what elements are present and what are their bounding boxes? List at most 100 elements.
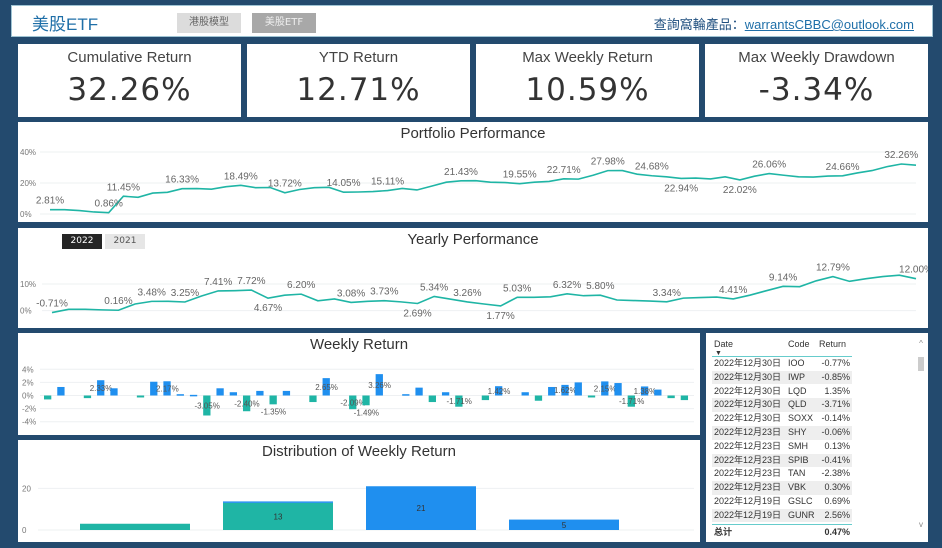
data-label: -1.49% bbox=[354, 408, 379, 417]
sort-desc-icon[interactable]: ▼ bbox=[715, 350, 722, 357]
table-row[interactable]: 2022年12月30日 SOXX -0.14% bbox=[712, 412, 852, 426]
table-row[interactable]: 2022年12月30日 IWP -0.85% bbox=[712, 370, 852, 385]
data-label: 3.34% bbox=[653, 288, 681, 299]
weekly-bar bbox=[256, 390, 264, 396]
data-label: -2.40% bbox=[234, 399, 259, 408]
table-row[interactable]: 2022年12月23日 SHY -0.06% bbox=[712, 426, 852, 440]
weekly-bar bbox=[282, 390, 291, 396]
kpi-label: Max Weekly Return bbox=[522, 49, 653, 66]
data-label: -3.05% bbox=[194, 401, 219, 410]
weekly-bar bbox=[548, 386, 556, 396]
weekly-bar bbox=[269, 395, 277, 405]
weekly-bar bbox=[362, 395, 370, 406]
return-cell: -3.71% bbox=[821, 399, 850, 410]
weekly-bar bbox=[216, 388, 224, 396]
data-label: 0.86% bbox=[95, 199, 123, 210]
kpi-max-weekly-return: Max Weekly Return 10.59% bbox=[476, 44, 699, 117]
weekly-bar bbox=[375, 374, 383, 396]
y-tick-label: -4% bbox=[22, 418, 36, 427]
tab-hk-model[interactable]: 港股模型 bbox=[177, 13, 241, 33]
column-header-return[interactable]: Return bbox=[818, 339, 846, 349]
data-label: 5.80% bbox=[586, 281, 614, 292]
column-header-code[interactable]: Code bbox=[788, 339, 810, 349]
weekly-bar bbox=[44, 395, 52, 400]
scroll-up-icon[interactable]: ^ bbox=[919, 339, 923, 348]
chart-title: Distribution of Weekly Return bbox=[262, 443, 456, 460]
table-row[interactable]: 2022年12月30日 QLD -3.71% bbox=[712, 398, 852, 412]
date-cell: 2022年12月30日 bbox=[714, 358, 782, 368]
scrollbar-thumb[interactable] bbox=[918, 357, 924, 371]
data-label: 19.55% bbox=[503, 170, 537, 181]
distribution-bar bbox=[223, 502, 333, 530]
date-cell: 2022年12月30日 bbox=[714, 399, 782, 410]
year-button-2022[interactable]: 2022 bbox=[62, 234, 102, 249]
series-line bbox=[49, 163, 917, 214]
weekly-bar bbox=[441, 392, 450, 396]
data-label: 2.81% bbox=[36, 196, 64, 207]
weekly-bar bbox=[640, 386, 649, 396]
data-label: 11.45% bbox=[107, 182, 140, 193]
kpi-label: Cumulative Return bbox=[67, 49, 192, 66]
weekly-bar bbox=[667, 395, 675, 399]
code-cell: SOXX bbox=[788, 413, 814, 424]
weekly-bar bbox=[57, 386, 65, 396]
date-cell: 2022年12月30日 bbox=[714, 371, 782, 382]
data-label: -1.71% bbox=[447, 397, 472, 406]
date-cell: 2022年12月23日 bbox=[714, 468, 782, 479]
weekly-bar bbox=[110, 388, 118, 396]
holdings-table: Date Code Return ▼ 2022年12月30日 IOO -0.77% 2… bbox=[706, 333, 928, 542]
table-row[interactable]: 2022年12月23日 SMH 0.13% bbox=[712, 439, 852, 454]
kpi-value: 32.26% bbox=[67, 72, 192, 108]
data-label: 22.02% bbox=[723, 185, 757, 196]
y-tick-label: 10% bbox=[20, 280, 36, 289]
data-label: 3.73% bbox=[370, 287, 398, 298]
series-line bbox=[51, 274, 917, 314]
weekly-bar bbox=[229, 392, 238, 396]
weekly-bar bbox=[587, 395, 596, 398]
date-cell: 2022年12月30日 bbox=[714, 413, 782, 424]
distribution-bar bbox=[366, 486, 476, 530]
data-label: 7.41% bbox=[204, 277, 232, 288]
table-row[interactable]: 2022年12月23日 TAN -2.38% bbox=[712, 467, 852, 481]
data-label: 27.98% bbox=[591, 157, 625, 168]
return-cell: 0.13% bbox=[824, 440, 850, 451]
table-row[interactable]: 2022年12月19日 GUNR 2.56% bbox=[712, 508, 852, 523]
table-header: Date Code Return ▼ bbox=[712, 339, 852, 357]
y-tick-label: 0% bbox=[20, 307, 32, 316]
table-row[interactable]: 2022年12月19日 GSLC 0.69% bbox=[712, 495, 852, 509]
code-cell: VBK bbox=[788, 482, 807, 493]
data-label: 3.26% bbox=[368, 381, 391, 390]
data-label: 1.42% bbox=[488, 387, 511, 396]
data-label: 12.00% bbox=[899, 265, 928, 276]
contact-label: 查詢窩輪產品： bbox=[653, 17, 745, 32]
data-label: 1.62% bbox=[554, 386, 577, 395]
contact-email-link[interactable]: warrantsCBBC@outlook.com bbox=[744, 17, 914, 32]
weekly-bar bbox=[521, 392, 529, 396]
code-cell: SHY bbox=[788, 427, 807, 437]
data-label: 3.25% bbox=[171, 288, 199, 299]
weekly-bar bbox=[614, 383, 622, 396]
chart-title: Yearly Performance bbox=[407, 231, 539, 248]
data-label: 21.43% bbox=[444, 167, 478, 178]
weekly-bar bbox=[203, 395, 211, 416]
kpi-value: -3.34% bbox=[758, 72, 875, 108]
kpi-value: 12.71% bbox=[296, 72, 421, 108]
table-row[interactable]: 2022年12月30日 IOO -0.77% bbox=[712, 357, 852, 371]
data-label: 2.15% bbox=[594, 384, 617, 393]
table-row[interactable]: 2022年12月23日 SPIB -0.41% bbox=[712, 453, 852, 468]
scroll-down-icon[interactable]: v bbox=[919, 520, 923, 529]
distribution-bar bbox=[509, 519, 619, 530]
data-label: 12.79% bbox=[816, 263, 850, 274]
return-cell: -0.06% bbox=[821, 427, 850, 437]
table-row[interactable]: 2022年12月23日 VBK 0.30% bbox=[712, 481, 852, 495]
tab-us-etf[interactable]: 美股ETF bbox=[252, 13, 316, 33]
date-cell: 2022年12月23日 bbox=[714, 440, 782, 451]
table-row[interactable]: 2022年12月30日 LQD 1.35% bbox=[712, 384, 852, 399]
code-cell: IOO bbox=[788, 358, 805, 368]
weekly-return-panel: Weekly Return 4% 2% 0% -2% -4% 2.33% 2.17% -3.0… bbox=[18, 333, 700, 435]
portfolio-line-chart: 0% 20% 40% 2.81% 0.86% 11.45% 16.33% 18.49% 13.7… bbox=[20, 148, 918, 219]
year-button-2021[interactable]: 2021 bbox=[105, 234, 145, 249]
table-scrollbar[interactable]: ^ v bbox=[917, 339, 925, 529]
column-header-date[interactable]: Date bbox=[714, 339, 734, 349]
data-label: 6.20% bbox=[287, 280, 315, 291]
